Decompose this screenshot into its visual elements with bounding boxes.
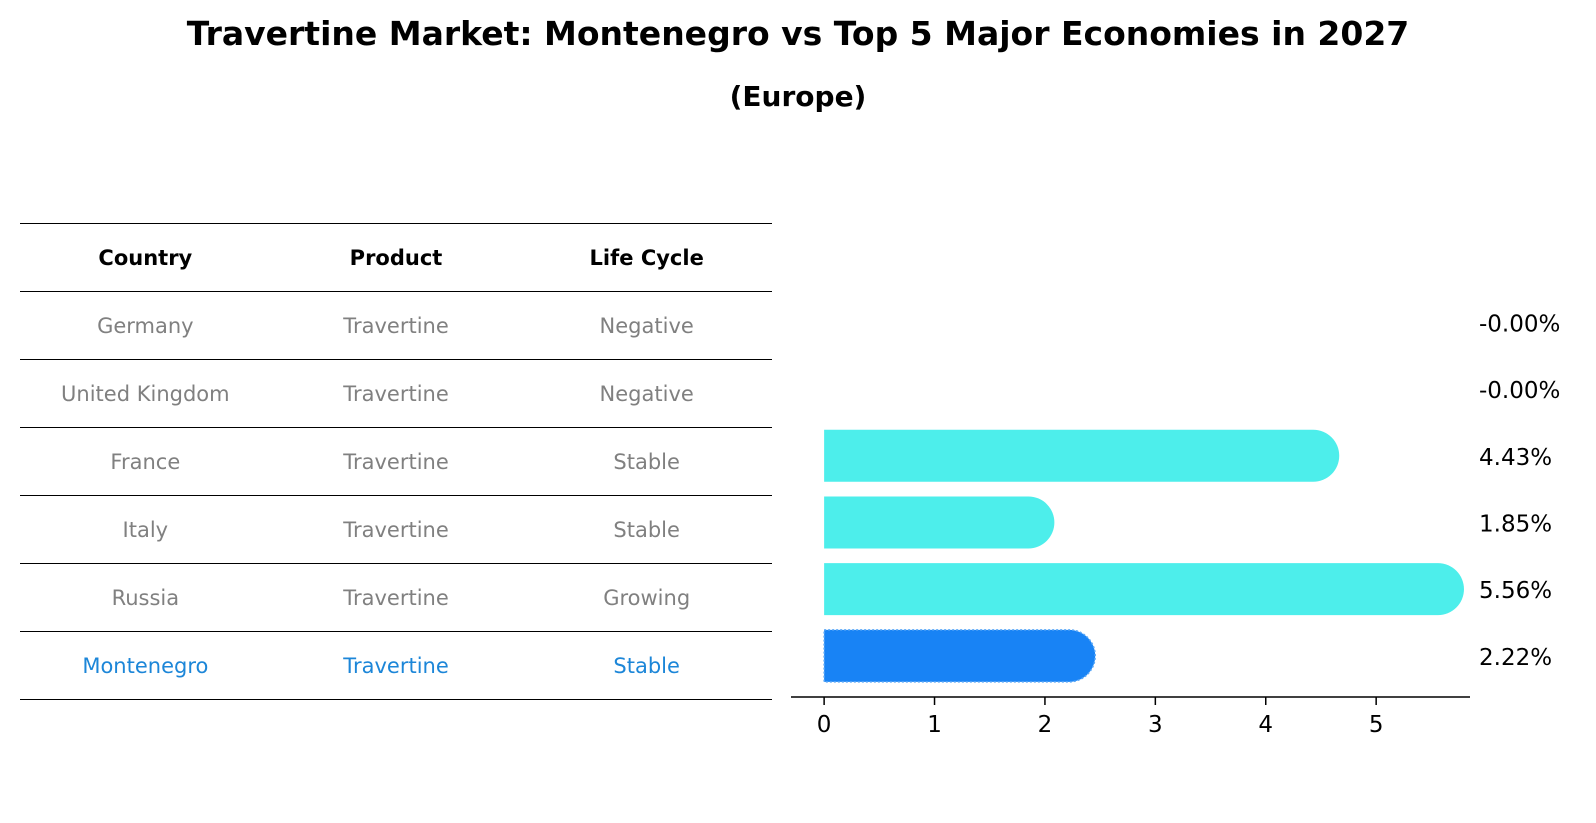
value-label: 5.56% — [1479, 578, 1552, 604]
cell-country: France — [110, 449, 181, 474]
bar-montenegro — [823, 629, 1096, 683]
x-tick-label: 5 — [1369, 712, 1384, 738]
cell-life-cycle: Growing — [603, 585, 691, 610]
table-row-montenegro: Montenegro Travertine Stable — [20, 631, 772, 700]
bar-russia — [824, 563, 1464, 616]
market-table: Country Product Life Cycle Germany Trave… — [20, 223, 772, 700]
header-product: Product — [349, 245, 443, 270]
header-life-cycle: Life Cycle — [589, 245, 704, 270]
cell-country: United Kingdom — [61, 381, 230, 406]
cell-product: Travertine — [343, 449, 449, 474]
table-row-united-kingdom: United Kingdom Travertine Negative — [20, 359, 772, 427]
table-row-germany: Germany Travertine Negative — [20, 291, 772, 359]
cell-country: Russia — [111, 585, 180, 610]
x-tick-label: 0 — [817, 712, 832, 738]
cell-product: Travertine — [343, 313, 449, 338]
cell-product: Travertine — [343, 585, 449, 610]
cell-product: Travertine — [343, 653, 449, 678]
value-label: -0.00% — [1479, 378, 1560, 404]
cell-life-cycle: Stable — [613, 517, 680, 542]
cell-life-cycle: Negative — [599, 381, 694, 406]
x-tick-label: 2 — [1038, 712, 1053, 738]
table-row-russia: Russia Travertine Growing — [20, 563, 772, 631]
bar-italy — [824, 496, 1055, 549]
header-country: Country — [98, 245, 193, 270]
cell-product: Travertine — [343, 381, 449, 406]
table-row-italy: Italy Travertine Stable — [20, 495, 772, 563]
cell-country: Montenegro — [82, 653, 209, 678]
x-tick-label: 3 — [1148, 712, 1163, 738]
value-label: 1.85% — [1479, 511, 1552, 537]
table-row-france: France Travertine Stable — [20, 427, 772, 495]
value-label: 2.22% — [1479, 645, 1552, 671]
cell-country: Italy — [122, 517, 169, 542]
x-tick-label: 4 — [1258, 712, 1273, 738]
cell-life-cycle: Stable — [613, 449, 680, 474]
cell-life-cycle: Negative — [599, 313, 694, 338]
value-label: 4.43% — [1479, 445, 1552, 471]
cell-country: Germany — [97, 313, 194, 338]
chart-title: Travertine Market: Montenegro vs Top 5 M… — [186, 14, 1410, 53]
chart-subtitle: (Europe) — [729, 80, 867, 113]
table-header-row: Country Product Life Cycle — [20, 223, 772, 291]
x-tick-label: 1 — [927, 712, 942, 738]
value-label: -0.00% — [1479, 311, 1560, 337]
cell-product: Travertine — [343, 517, 449, 542]
cell-life-cycle: Stable — [613, 653, 680, 678]
bar-france — [824, 429, 1340, 482]
